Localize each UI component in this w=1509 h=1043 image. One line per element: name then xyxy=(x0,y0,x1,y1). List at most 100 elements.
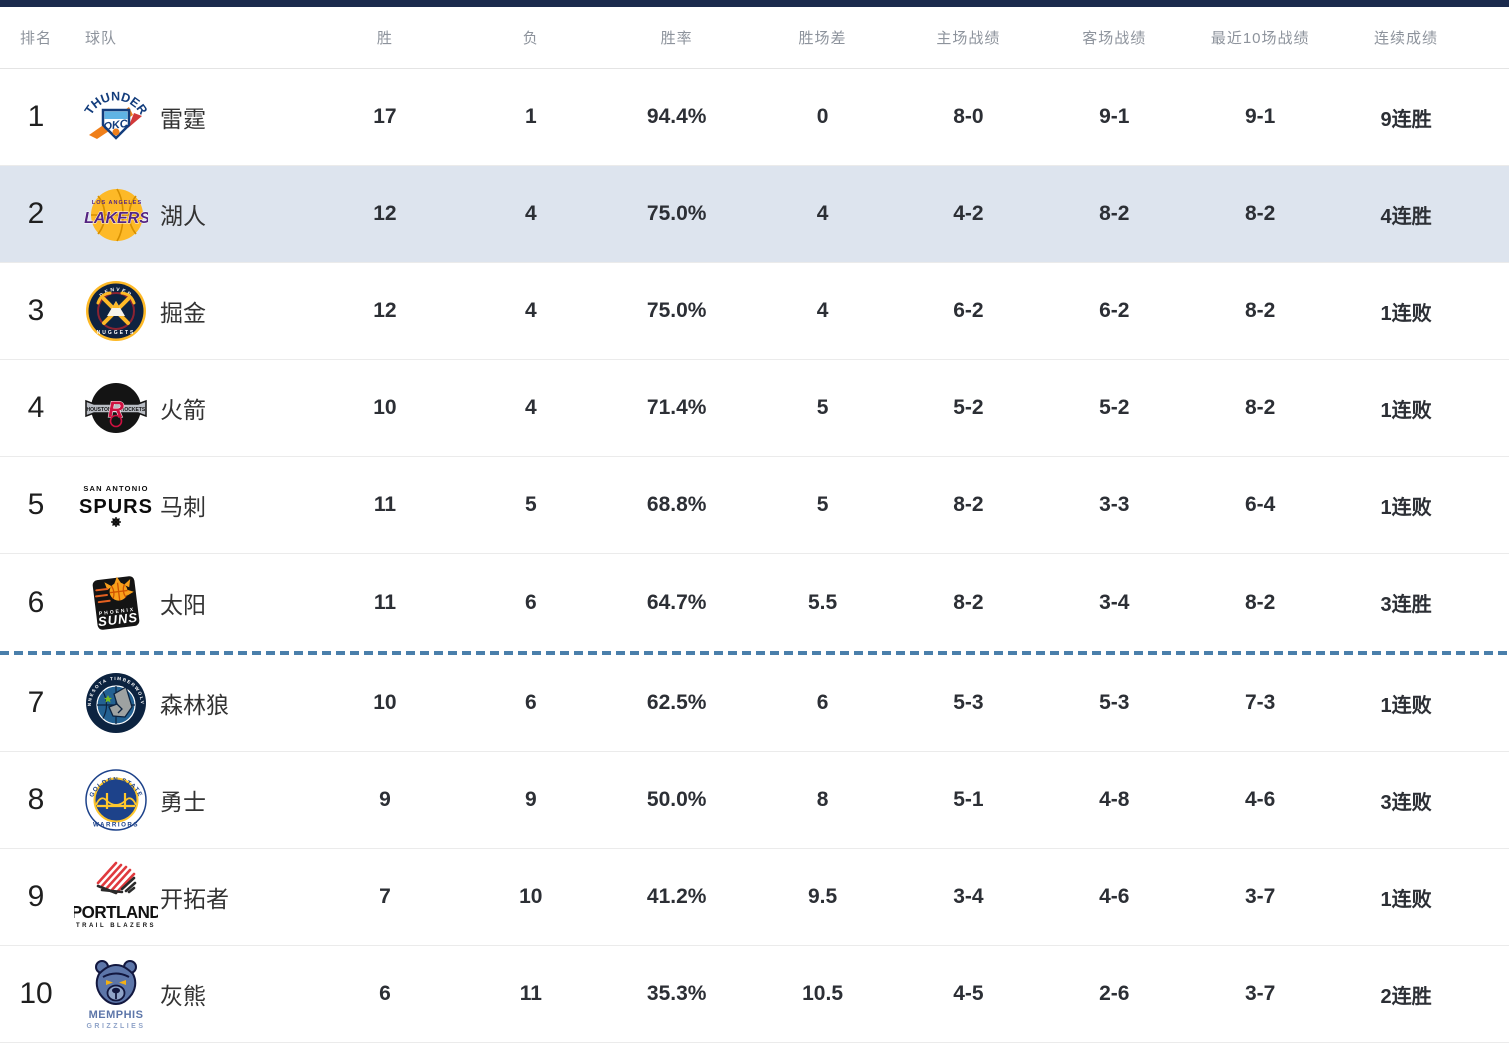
streak-cell: 1连败 xyxy=(1380,399,1432,422)
header-win-pct: 胜率 xyxy=(660,30,693,47)
rank-cell: 9 xyxy=(27,880,45,913)
standings-table: 排名 球队 胜 负 胜率 胜场差 主场战绩 客场战绩 最近10场战绩 连续成绩 … xyxy=(0,7,1509,1043)
svg-text:PORTLAND: PORTLAND xyxy=(74,902,158,922)
streak-cell: 1连败 xyxy=(1380,496,1432,519)
losses-cell: 4 xyxy=(524,396,537,419)
team-name[interactable]: 马刺 xyxy=(160,494,206,520)
warriors-logo[interactable]: GOLDEN STATE WARRIORS xyxy=(72,768,160,832)
header-rank: 排名 xyxy=(19,30,52,47)
rank-cell: 2 xyxy=(27,197,45,230)
losses-cell: 9 xyxy=(524,788,537,811)
win-pct-cell: 68.8% xyxy=(646,493,707,516)
losses-cell: 6 xyxy=(524,691,537,714)
games-behind-cell: 0 xyxy=(816,105,829,128)
wins-cell: 10 xyxy=(373,691,397,714)
losses-cell: 1 xyxy=(524,105,537,128)
games-behind-cell: 9.5 xyxy=(807,885,838,908)
losses-cell: 10 xyxy=(519,885,543,908)
win-pct-cell: 75.0% xyxy=(646,299,707,322)
team-name[interactable]: 掘金 xyxy=(160,300,206,326)
losses-cell: 6 xyxy=(524,590,537,614)
svg-text:NUGGETS: NUGGETS xyxy=(97,330,136,336)
wins-cell: 7 xyxy=(379,885,391,908)
svg-text:SPURS: SPURS xyxy=(79,496,153,518)
wins-cell: 11 xyxy=(373,590,397,614)
win-pct-cell: 62.5% xyxy=(646,691,707,714)
playoff-cutoff-divider xyxy=(0,651,1509,655)
team-name[interactable]: 开拓者 xyxy=(160,886,229,912)
team-name[interactable]: 雷霆 xyxy=(160,106,206,132)
win-pct-cell: 94.4% xyxy=(646,105,707,128)
nuggets-logo[interactable]: DENVER NUGGETS xyxy=(72,279,160,343)
table-row: 5 SAN ANTONIO SPURS 马刺 11 5 68.8% 5 8-2 … xyxy=(0,457,1509,554)
last10-cell: 8-2 xyxy=(1245,202,1276,225)
table-row: 3 DENVER NUGGETS 掘金 12 4 75.0% 4 6-2 6-2… xyxy=(0,263,1509,360)
svg-text:MEMPHIS: MEMPHIS xyxy=(89,1009,144,1021)
header-home-record: 主场战绩 xyxy=(936,30,1001,47)
team-name[interactable]: 勇士 xyxy=(160,789,206,815)
games-behind-cell: 6 xyxy=(816,691,829,714)
team-name[interactable]: 森林狼 xyxy=(160,692,229,718)
rank-cell: 10 xyxy=(19,977,53,1010)
last10-cell: 8-2 xyxy=(1245,299,1276,322)
standings-header: 排名 球队 胜 负 胜率 胜场差 主场战绩 客场战绩 最近10场战绩 连续成绩 xyxy=(0,7,1509,69)
win-pct-cell: 71.4% xyxy=(646,396,707,419)
wins-cell: 12 xyxy=(373,299,397,322)
streak-cell: 1连败 xyxy=(1380,694,1432,717)
away-record-cell: 9-1 xyxy=(1099,105,1130,128)
away-record-cell: 4-6 xyxy=(1099,885,1130,908)
header-losses: 负 xyxy=(522,30,539,47)
top-divider-bar xyxy=(0,0,1509,7)
win-pct-cell: 41.2% xyxy=(646,885,707,908)
svg-text:HOUSTON: HOUSTON xyxy=(87,407,112,413)
win-pct-cell: 50.0% xyxy=(646,788,707,811)
table-row: 6 PHOENIX SUNS 太阳 11 6 64.7% xyxy=(0,554,1509,651)
losses-cell: 4 xyxy=(524,202,537,225)
header-wins: 胜 xyxy=(376,30,393,47)
svg-text:SAN ANTONIO: SAN ANTONIO xyxy=(83,484,148,493)
team-name[interactable]: 灰熊 xyxy=(160,983,206,1009)
timberwolves-logo[interactable]: MINNESOTA TIMBERWOLVES xyxy=(72,671,160,735)
grizzlies-logo[interactable]: MEMPHIS GRIZZLIES xyxy=(72,952,160,1036)
table-row: 9 PORTLAND TRAIL BLAZERS 开拓者 7 10 41.2% … xyxy=(0,849,1509,946)
table-row: 1 THUNDER OKC 雷霆 17 1 94.4% 0 8-0 9-1 9-… xyxy=(0,69,1509,166)
spurs-logo[interactable]: SAN ANTONIO SPURS xyxy=(72,480,160,530)
team-name[interactable]: 太阳 xyxy=(160,591,206,618)
home-record-cell: 4-2 xyxy=(953,202,984,225)
win-pct-cell: 64.7% xyxy=(646,590,707,614)
wins-cell: 11 xyxy=(373,493,397,516)
home-record-cell: 4-5 xyxy=(953,982,984,1005)
standings-body: 1 THUNDER OKC 雷霆 17 1 94.4% 0 8-0 9-1 9-… xyxy=(0,69,1509,1043)
table-row: 7 MINNESOTA TIMBERWOLVES 森林狼 10 6 62.5% … xyxy=(0,655,1509,752)
last10-cell: 3-7 xyxy=(1245,885,1276,908)
svg-text:R: R xyxy=(108,397,124,422)
home-record-cell: 5-2 xyxy=(953,396,984,419)
thunder-logo[interactable]: THUNDER OKC xyxy=(72,86,160,148)
away-record-cell: 4-8 xyxy=(1099,788,1130,811)
games-behind-cell: 10.5 xyxy=(802,982,843,1005)
rank-cell: 1 xyxy=(27,100,45,133)
svg-text:WARRIORS: WARRIORS xyxy=(93,822,139,829)
svg-text:LOS ANGELES: LOS ANGELES xyxy=(92,200,142,206)
team-name[interactable]: 火箭 xyxy=(160,397,206,423)
games-behind-cell: 5.5 xyxy=(807,590,838,614)
streak-cell: 9连胜 xyxy=(1380,108,1432,131)
suns-logo[interactable]: PHOENIX SUNS xyxy=(72,571,160,635)
losses-cell: 11 xyxy=(519,982,542,1005)
header-games-behind: 胜场差 xyxy=(798,30,847,47)
table-row: 10 MEMPHIS GRIZZLIES 灰熊 6 11 35.3% 10.5 … xyxy=(0,946,1509,1043)
away-record-cell: 3-4 xyxy=(1099,590,1130,614)
streak-cell: 1连败 xyxy=(1380,302,1432,325)
header-last10: 最近10场战绩 xyxy=(1210,30,1310,47)
blazers-logo[interactable]: PORTLAND TRAIL BLAZERS xyxy=(72,857,160,937)
table-row: 8 GOLDEN STATE WARRIORS 勇士 9 9 50.0% 8 5… xyxy=(0,752,1509,849)
last10-cell: 4-6 xyxy=(1245,788,1276,811)
away-record-cell: 5-2 xyxy=(1099,396,1130,419)
home-record-cell: 8-2 xyxy=(953,493,984,516)
last10-cell: 3-7 xyxy=(1245,982,1276,1005)
team-name[interactable]: 湖人 xyxy=(160,203,206,229)
rockets-logo[interactable]: HOUSTON ROCKETS R xyxy=(72,377,160,439)
games-behind-cell: 8 xyxy=(816,788,829,811)
streak-cell: 1连败 xyxy=(1380,888,1432,911)
lakers-logo[interactable]: LOS ANGELES LAKERS xyxy=(72,182,160,246)
